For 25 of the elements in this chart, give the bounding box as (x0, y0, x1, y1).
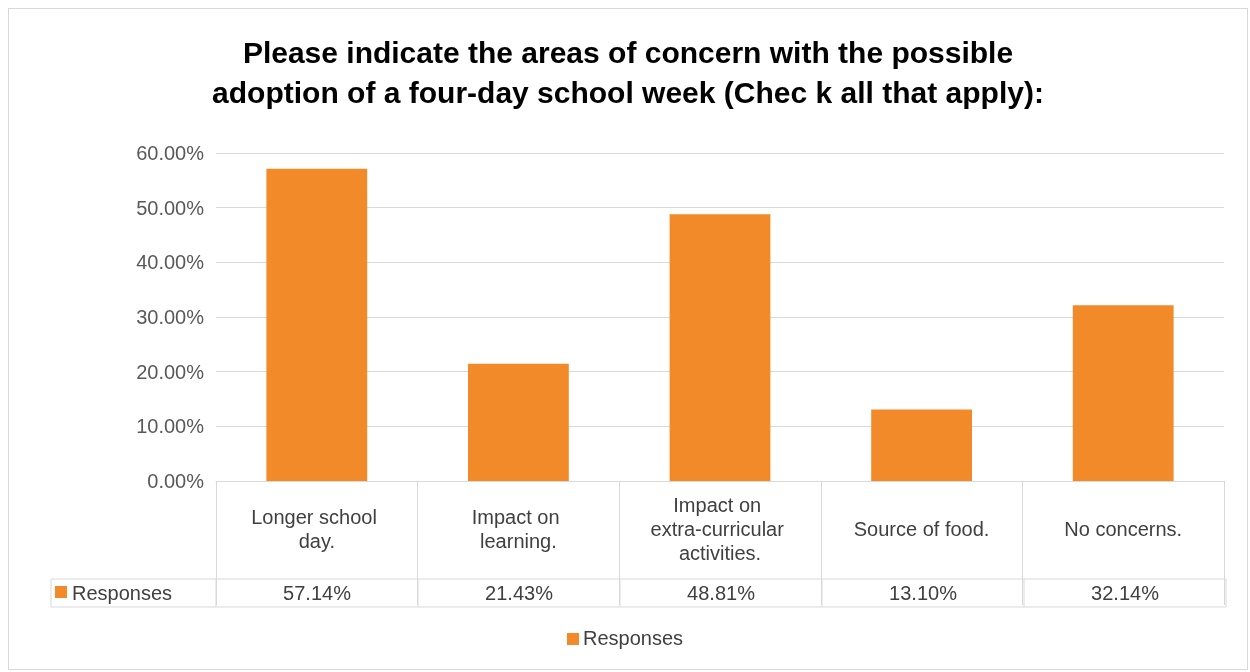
data-label: 21.43% (485, 582, 554, 604)
data-label: 32.14% (1091, 582, 1160, 604)
text: Responses (582, 627, 684, 649)
x-tick-label: Impact on extra-curricular activities. (650, 494, 790, 564)
chart-title: Please indicate the areas of concern with the possible adoption of a four-day school week (Chec k all that apply): (212, 35, 1044, 109)
legend-label: Responses (72, 582, 173, 604)
y-tick-label: 40.00% (136, 251, 205, 274)
y-tick-label: 20.00% (136, 360, 205, 383)
x-tick-label: Longer school day. (251, 506, 383, 552)
data-label: 48.81% (687, 582, 756, 604)
y-tick-label: 60.00% (136, 142, 205, 164)
y-tick-label: 10.00% (136, 415, 205, 438)
x-tick-label: No concerns. (1064, 518, 1183, 540)
y-tick-label: 50.00% (136, 196, 205, 219)
bar (871, 409, 972, 481)
x-tick-label: Impact on learning. (471, 506, 566, 552)
data-label: 13.10% (889, 582, 958, 604)
data-label: 57.14% (283, 582, 352, 604)
bar (266, 168, 368, 481)
bar (468, 363, 569, 481)
bar (669, 214, 771, 481)
y-tick-label: 30.00% (136, 306, 205, 328)
x-tick-label: Source of food. (853, 518, 990, 540)
y-tick-label: 0.00% (147, 470, 205, 492)
bar (1072, 305, 1174, 481)
